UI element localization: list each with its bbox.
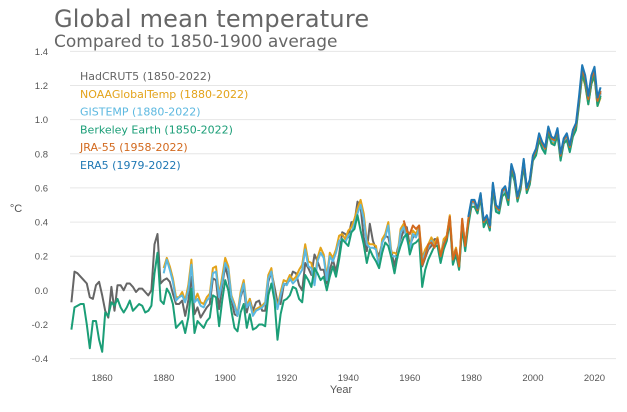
series-line <box>467 64 602 227</box>
legend-entry: NOAAGlobalTemp (1880-2022) <box>80 88 248 101</box>
y-tick-label: 0.6 <box>35 183 48 194</box>
series-line <box>402 67 602 268</box>
y-tick-label: 0.8 <box>35 149 48 160</box>
y-tick-label: 0.4 <box>35 218 48 229</box>
y-tick-label: 1.0 <box>35 115 48 126</box>
x-axis-ticks: 1860 1880 1900 1920 1940 1960 1980 2000 2020 <box>92 373 605 384</box>
y-tick-label: -0.2 <box>32 320 48 331</box>
legend: HadCRUT5 (1850-2022) NOAAGlobalTemp (1880… <box>79 70 248 172</box>
x-tick-label: 1860 <box>92 373 113 384</box>
x-tick-label: 1980 <box>461 373 482 384</box>
chart-title: Global mean temperature <box>54 5 370 33</box>
series-line <box>70 72 602 353</box>
x-tick-label: 1940 <box>338 373 359 384</box>
y-tick-label: -0.4 <box>32 354 48 365</box>
y-tick-label: 0.2 <box>35 252 48 263</box>
y-tick-label: 1.4 <box>35 47 48 58</box>
legend-entry: JRA-55 (1958-2022) <box>79 141 188 154</box>
x-tick-label: 1880 <box>153 373 174 384</box>
y-axis-label: °C <box>10 203 22 215</box>
legend-entry: HadCRUT5 (1850-2022) <box>80 70 211 83</box>
y-tick-label: 1.2 <box>35 81 48 92</box>
x-axis-label: Year <box>330 384 353 396</box>
gridlines <box>70 50 616 360</box>
series-lines <box>70 64 602 353</box>
x-tick-label: 1900 <box>215 373 236 384</box>
x-tick-label: 1920 <box>276 373 297 384</box>
x-tick-label: 2000 <box>522 373 543 384</box>
x-tick-label: 1960 <box>399 373 420 384</box>
x-tick-label: 2020 <box>584 373 605 384</box>
y-tick-label: 0.0 <box>35 286 48 297</box>
series-line <box>162 70 602 317</box>
y-axis-ticks: -0.4 -0.2 0.0 0.2 0.4 0.6 0.8 1.0 1.2 1.4 <box>32 47 48 365</box>
legend-entry: ERA5 (1979-2022) <box>80 159 181 172</box>
legend-entry: Berkeley Earth (1850-2022) <box>80 123 233 136</box>
chart-subtitle: Compared to 1850-1900 average <box>54 32 338 52</box>
legend-entry: GISTEMP (1880-2022) <box>80 106 201 119</box>
